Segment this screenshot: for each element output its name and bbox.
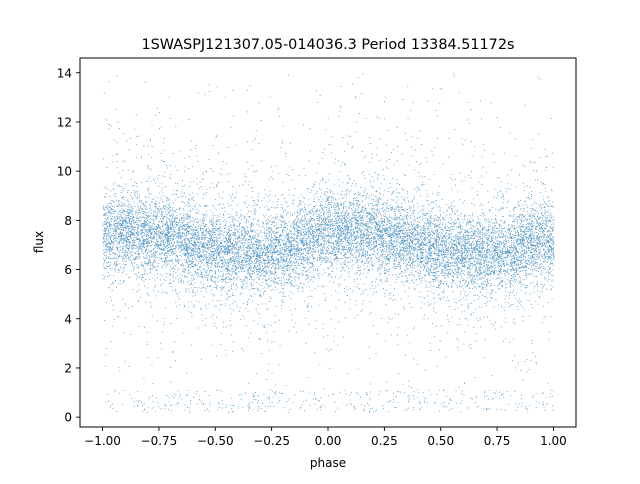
x-tick-label: −0.50 bbox=[197, 434, 234, 448]
x-tick-label: −1.00 bbox=[84, 434, 121, 448]
x-tick-label: 0.25 bbox=[371, 434, 398, 448]
y-tick-label: 2 bbox=[64, 361, 72, 375]
x-tick-label: −0.25 bbox=[253, 434, 290, 448]
x-tick-label: −0.75 bbox=[141, 434, 178, 448]
x-tick-label: 0.50 bbox=[427, 434, 454, 448]
data-points bbox=[102, 73, 555, 413]
y-tick-label: 8 bbox=[64, 214, 72, 228]
y-tick-label: 6 bbox=[64, 263, 72, 277]
x-tick-label: 0.00 bbox=[315, 434, 342, 448]
y-tick-label: 12 bbox=[57, 115, 72, 129]
y-axis-label: flux bbox=[32, 231, 46, 253]
x-tick-label: 0.75 bbox=[484, 434, 511, 448]
y-tick-label: 14 bbox=[57, 66, 72, 80]
y-tick-label: 10 bbox=[57, 165, 72, 179]
x-axis-label: phase bbox=[310, 456, 346, 470]
scatter-points bbox=[102, 73, 555, 413]
y-tick-label: 4 bbox=[64, 312, 72, 326]
x-axis-ticks: −1.00 −0.75 −0.50 −0.25 0.00 0.25 0.50 0.75 1.00 bbox=[84, 427, 567, 448]
y-axis-ticks: 0 2 4 6 8 10 12 14 bbox=[57, 66, 80, 425]
y-tick-label: 0 bbox=[64, 411, 72, 425]
x-tick-label: 1.00 bbox=[540, 434, 567, 448]
chart-title: 1SWASPJ121307.05-014036.3 Period 13384.5… bbox=[142, 37, 515, 53]
